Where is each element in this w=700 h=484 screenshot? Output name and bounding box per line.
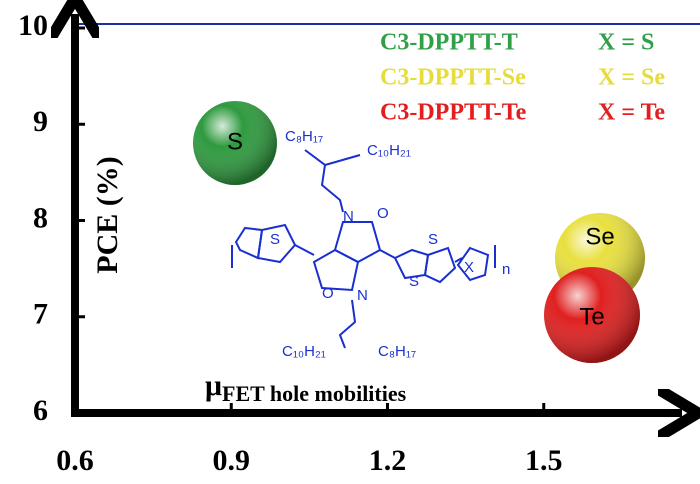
legend-name: C3-DPPTT-Te	[380, 100, 527, 126]
structure-label: C₁₀H₂₁	[282, 343, 326, 360]
structure-label: S	[409, 273, 419, 290]
sphere-shade	[193, 101, 277, 185]
sphere-label: S	[227, 128, 243, 155]
legend-condition: X = S	[598, 30, 654, 56]
legend-condition: X = Te	[598, 100, 665, 126]
structure-label: S	[428, 231, 438, 248]
structure-label: S	[270, 231, 280, 248]
structure-label: N	[357, 287, 368, 304]
sphere-label: Se	[585, 223, 614, 250]
structure-label: O	[322, 285, 334, 302]
structure-label: n	[502, 261, 510, 278]
x-label-mu: μ	[205, 369, 222, 402]
sphere-shade	[544, 267, 640, 363]
x-tick-label: 1.5	[525, 444, 563, 477]
y-tick-label: 7	[33, 298, 48, 331]
sphere-label: Te	[579, 303, 604, 330]
x-tick-label: 0.9	[213, 444, 251, 477]
y-tick-label: 8	[33, 201, 48, 234]
x-tick-label: 0.6	[56, 444, 94, 477]
x-tick-label: 1.2	[369, 444, 407, 477]
y-tick-label: 6	[33, 394, 48, 427]
x-label-sub: FET hole mobilities	[222, 381, 407, 406]
y-axis-label: PCE (%)	[91, 156, 124, 273]
structure-label: O	[377, 205, 389, 222]
molecule	[231, 149, 496, 349]
structure-label: C₈H₁₇	[285, 128, 323, 145]
legend-name: C3-DPPTT-Se	[380, 65, 526, 91]
legend-name: C3-DPPTT-T	[380, 30, 518, 56]
structure-label: X	[464, 259, 474, 276]
y-tick-label: 10	[18, 9, 48, 42]
x-axis-label: μFET hole mobilities	[205, 369, 407, 406]
legend-condition: X = Se	[598, 65, 665, 91]
structure-label: N	[343, 208, 354, 225]
y-tick-label: 9	[33, 105, 48, 138]
structure-label: C₈H₁₇	[378, 343, 416, 360]
structure-label: C₁₀H₂₁	[367, 142, 411, 159]
